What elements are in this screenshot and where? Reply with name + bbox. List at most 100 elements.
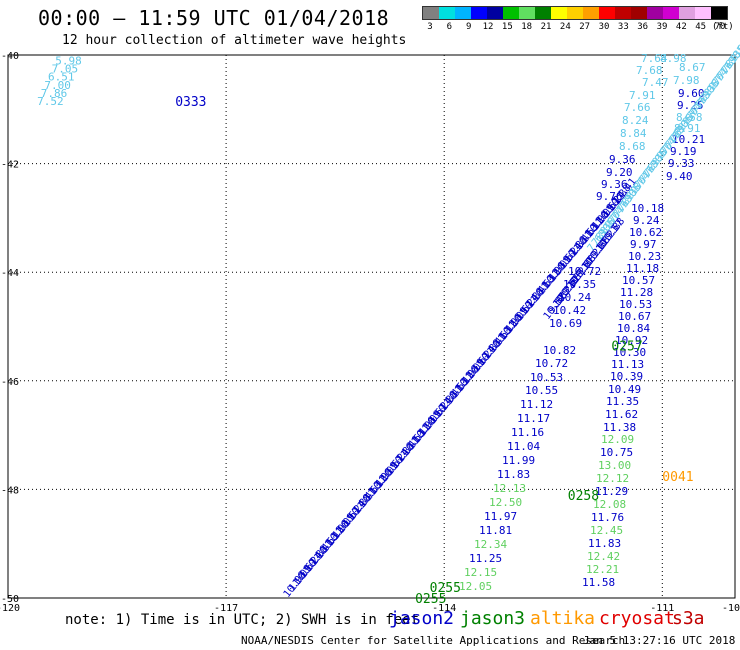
color-scale-unit: (ft) <box>712 22 734 32</box>
data-point-label: 10.72 <box>535 357 568 370</box>
legend-label: 33 <box>617 22 629 32</box>
y-tick-label: -42 <box>1 160 19 171</box>
data-point-label: 10.53 <box>530 371 563 384</box>
data-point-label: 8.24 <box>622 114 649 127</box>
pass-time-label: 0257 <box>611 340 642 355</box>
data-point-label: 8.91 <box>674 122 701 135</box>
legend-swatch <box>551 7 567 19</box>
data-point-label: 10.82 <box>543 344 576 357</box>
data-point-label: 9.24 <box>633 214 660 227</box>
legend-swatch <box>455 7 471 19</box>
data-point-label: 11.25 <box>469 552 502 565</box>
legend-label: 27 <box>579 22 591 32</box>
data-point-label: 11.04 <box>507 440 540 453</box>
data-point-label: 9.36 <box>601 178 628 191</box>
data-point-label: 10.21 <box>672 133 705 146</box>
y-tick-label: -50 <box>1 594 19 605</box>
data-point-label: 11.97 <box>484 510 517 523</box>
data-point-label: 10.57 <box>622 274 655 287</box>
data-point-label: 8.84 <box>620 127 647 140</box>
legend-swatch <box>535 7 551 19</box>
legend-swatch <box>519 7 535 19</box>
pass-time-label: 0255 <box>415 592 446 607</box>
chart-title: 00:00 – 11:59 UTC 01/04/2018 <box>38 6 390 30</box>
legend-swatch <box>423 7 439 19</box>
data-point-label: 10.30 <box>613 346 646 359</box>
data-point-label: 12.12 <box>596 472 629 485</box>
legend-swatch <box>583 7 599 19</box>
legend-label: 36 <box>637 22 649 32</box>
data-point-label: 11.12 <box>520 398 553 411</box>
data-point-label: 11.76 <box>591 511 624 524</box>
data-point-label: 12.34 <box>474 538 507 551</box>
data-point-label: 7.47 <box>642 76 669 89</box>
data-point-label: 12.05 <box>459 580 492 593</box>
data-point-label: 11.99 <box>502 454 535 467</box>
data-point-label: 5.98 <box>55 54 82 67</box>
legend-label: 15 <box>501 22 513 32</box>
data-point-label: 7.05 <box>52 63 78 76</box>
data-point-label: 8.67 <box>679 61 706 74</box>
legend-swatch <box>695 7 711 19</box>
legend-swatch <box>631 7 647 19</box>
x-tick-label: -10 <box>722 603 740 614</box>
legend-label: 39 <box>656 22 668 32</box>
data-point-label: 10.72 <box>568 265 601 278</box>
data-point-label: 12.13 <box>493 482 526 495</box>
data-point-label: 8.58 <box>676 111 703 124</box>
legend-swatch <box>503 7 519 19</box>
legend-label: 70 <box>714 22 726 32</box>
data-point-label: 11.83 <box>497 468 530 481</box>
data-point-label: 8.68 <box>619 140 646 153</box>
data-point-label: 12.15 <box>464 566 497 579</box>
legend-label: 24 <box>559 22 571 32</box>
legend-swatch <box>663 7 679 19</box>
legend-label: 3 <box>427 22 433 32</box>
x-tick-label: -117 <box>214 603 238 614</box>
data-point-label: 7.52 <box>37 95 64 108</box>
data-point-label: 11.17 <box>517 412 550 425</box>
footer-credit: NOAA/NESDIS Center for Satellite Applica… <box>241 634 626 647</box>
data-point-label: 9.40 <box>666 170 693 183</box>
data-point-label: 12.09 <box>601 433 634 446</box>
data-point-label: 11.83 <box>588 537 621 550</box>
data-point-label: 7.91 <box>629 89 656 102</box>
legend-swatch <box>711 7 727 19</box>
data-point-label: 13.00 <box>598 459 631 472</box>
data-point-label: 11.18 <box>626 262 659 275</box>
y-tick-label: -48 <box>1 485 19 496</box>
data-point-label: 11.29 <box>595 485 628 498</box>
legend-swatch <box>567 7 583 19</box>
data-point-label: 12.21 <box>586 563 619 576</box>
legend-label: 30 <box>598 22 610 32</box>
data-point-label: 10.69 <box>549 317 582 330</box>
data-point-label: 12.42 <box>587 550 620 563</box>
satellite-legend-jason2: jason2 <box>389 608 455 629</box>
data-point-label: 9.25 <box>677 99 704 112</box>
data-point-label: 7.98 <box>673 74 700 87</box>
legend-label: 42 <box>675 22 687 32</box>
data-point-label: 9.19 <box>670 145 697 158</box>
data-point-label: 10.42 <box>553 304 586 317</box>
data-point-label: 10.53 <box>619 298 652 311</box>
data-point-label: 11.38 <box>603 421 636 434</box>
data-point-label: 11.81 <box>479 524 512 537</box>
data-point-label: 10.24 <box>558 291 591 304</box>
data-point-label: 10.67 <box>618 310 651 323</box>
legend-swatch <box>471 7 487 19</box>
chart-subtitle: 12 hour collection of altimeter wave hei… <box>62 33 407 48</box>
data-point-label: 10.75 <box>600 446 633 459</box>
data-point-label: 10.49 <box>608 383 641 396</box>
legend-label: 9 <box>465 22 472 32</box>
data-point-label: 11.13 <box>611 358 644 371</box>
legend-label: 18 <box>521 22 533 32</box>
data-point-label: 7.86 <box>41 87 67 100</box>
data-point-label: 10.62 <box>629 226 662 239</box>
data-point-label: 11.35 <box>606 395 639 408</box>
satellite-legend-altika: altika <box>530 608 596 629</box>
data-point-label: 10.35 <box>563 278 596 291</box>
legend-label: 12 <box>482 22 494 32</box>
pass-time-label: 0258 <box>568 489 599 504</box>
satellite-legend-cryosat: cryosat <box>599 608 675 629</box>
